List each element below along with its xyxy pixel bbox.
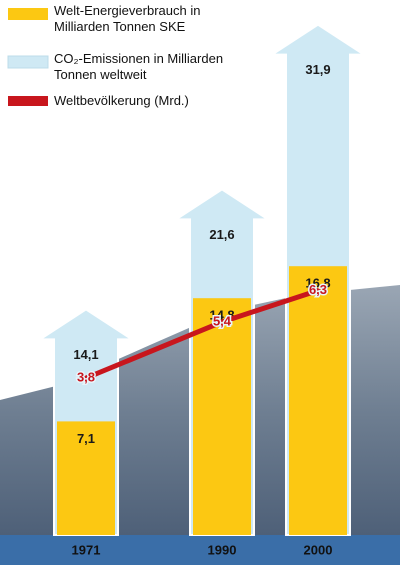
value-label: 6,3 (309, 282, 327, 297)
legend-swatch (8, 8, 48, 20)
value-label: 3,8 (77, 369, 95, 384)
legend-label: Weltbevölkerung (Mrd.) (54, 93, 189, 108)
value-label: 21,6 (209, 227, 234, 242)
value-label: 16,8 (305, 276, 330, 291)
value-label: 14,1 (73, 347, 98, 362)
x-tick-label: 1971 (72, 542, 101, 557)
x-tick-label: 2000 (304, 542, 333, 557)
value-label: 5,4 (213, 313, 232, 328)
bar (193, 298, 251, 535)
legend-label: CO₂-Emissionen in Milliarden Tonnen welt… (54, 51, 224, 82)
bottom-band (0, 535, 400, 565)
x-tick-label: 1990 (208, 542, 237, 557)
legend-swatch (7, 55, 49, 69)
bar (57, 421, 115, 535)
population-line (83, 288, 321, 381)
bar (289, 266, 347, 535)
legend-label: Welt-Energieverbrauch in Milliarden Tonn… (54, 3, 201, 34)
value-label: 7,1 (77, 431, 95, 446)
legend-swatch (8, 96, 48, 106)
value-label: 31,9 (305, 62, 330, 77)
